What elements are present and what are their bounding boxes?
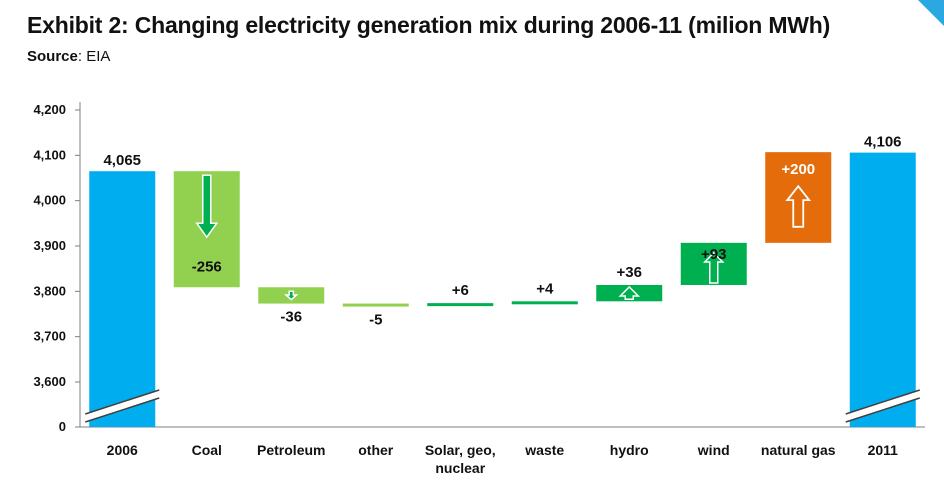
data-label: -5	[369, 312, 382, 329]
chart-source: Source: EIA	[27, 48, 110, 65]
data-label: 4,106	[864, 134, 902, 151]
bar-increase	[511, 301, 578, 305]
up-arrow-icon	[785, 184, 812, 228]
axis-break-line	[85, 397, 160, 423]
data-label: +6	[452, 282, 469, 299]
x-category-label: natural gas	[761, 442, 836, 458]
y-tick-label: 3,800	[33, 283, 66, 298]
data-label: +200	[781, 161, 815, 178]
y-tick-label: 4,200	[33, 102, 66, 117]
bar-decrease	[342, 303, 409, 307]
axis-break-mark	[845, 390, 920, 422]
data-label: -256	[192, 258, 222, 275]
bar-total	[89, 171, 156, 427]
y-tick-label: 4,000	[33, 193, 66, 208]
up-arrow-icon	[702, 251, 725, 284]
x-category-label: 2006	[107, 442, 138, 458]
x-category-label: Petroleum	[257, 442, 325, 458]
y-tick-label: 0	[59, 419, 66, 434]
y-tick-label: 3,600	[33, 374, 66, 389]
down-arrow-icon	[195, 174, 219, 239]
x-category-label: other	[358, 442, 394, 458]
data-label: +36	[617, 264, 642, 281]
x-category-label: waste	[524, 442, 564, 458]
y-tick-label: 4,100	[33, 147, 66, 162]
x-category-label: nuclear	[435, 460, 485, 476]
axis-break-mark	[85, 390, 160, 422]
source-label: Source	[27, 48, 78, 65]
up-arrow-icon	[618, 285, 641, 301]
data-label: 4,065	[103, 152, 141, 169]
data-label: +93	[701, 246, 726, 263]
data-label: +4	[536, 280, 554, 297]
x-category-label: Solar, geo,	[425, 442, 496, 458]
axis-break-line	[845, 397, 920, 423]
bar-increase	[427, 303, 494, 307]
data-label: -36	[280, 309, 302, 326]
y-tick-label: 3,700	[33, 329, 66, 344]
x-category-label: Coal	[192, 442, 222, 458]
axis-break-line	[85, 389, 160, 415]
source-value: : EIA	[77, 48, 111, 65]
down-arrow-icon	[284, 290, 299, 301]
bar-total	[849, 152, 916, 427]
corner-accent	[918, 0, 944, 26]
x-category-label: hydro	[610, 442, 649, 458]
x-category-label: wind	[697, 442, 730, 458]
y-tick-label: 3,900	[33, 238, 66, 253]
x-category-label: 2011	[868, 442, 899, 458]
chart-title: Exhibit 2: Changing electricity generati…	[27, 12, 831, 38]
axis-break-line	[845, 389, 920, 415]
